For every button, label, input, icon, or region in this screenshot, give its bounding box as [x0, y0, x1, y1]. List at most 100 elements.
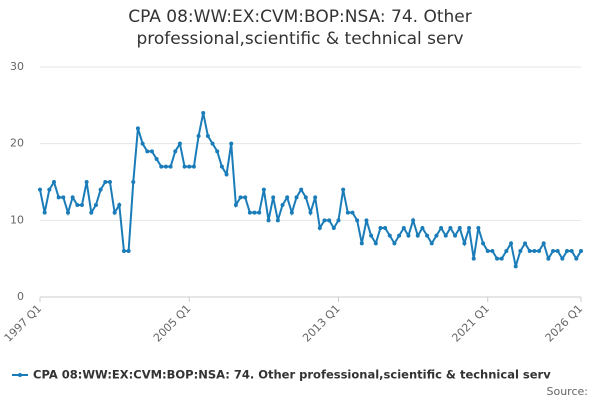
point	[476, 226, 481, 230]
legend-marker	[18, 373, 22, 377]
point	[350, 210, 355, 215]
point	[238, 195, 243, 200]
point	[355, 218, 360, 223]
point	[518, 249, 523, 253]
y-tick-label: 10	[10, 213, 24, 226]
point	[560, 256, 565, 261]
point	[117, 203, 122, 207]
point	[196, 134, 201, 138]
point	[373, 241, 378, 246]
point	[387, 233, 392, 238]
point	[173, 149, 178, 154]
y-tick-label: 30	[10, 60, 24, 73]
point	[84, 180, 89, 184]
point	[51, 180, 56, 184]
x-tick-label: 2021 Q1	[449, 302, 492, 345]
point	[103, 180, 108, 184]
line	[39, 112, 582, 267]
point	[425, 233, 430, 238]
point	[359, 241, 364, 246]
point	[233, 203, 238, 207]
point	[47, 187, 52, 192]
point	[79, 203, 84, 207]
x-tick-label: 2013 Q1	[300, 302, 343, 345]
point	[98, 187, 103, 192]
point	[247, 210, 252, 215]
point	[415, 233, 420, 238]
point	[537, 249, 542, 253]
chart-title: CPA 08:WW:EX:CVM:BOP:NSA: 74. Other prof…	[128, 7, 472, 49]
point	[294, 195, 299, 200]
point	[219, 164, 224, 169]
point	[420, 226, 425, 230]
point	[523, 241, 528, 246]
point	[406, 233, 411, 238]
point	[471, 256, 476, 261]
point	[341, 187, 346, 192]
point	[504, 249, 509, 253]
point	[126, 249, 131, 253]
point	[574, 256, 579, 261]
point	[70, 195, 75, 200]
point	[205, 134, 210, 138]
point	[481, 241, 486, 246]
point	[215, 149, 220, 154]
point	[579, 249, 583, 253]
point	[495, 256, 500, 261]
point	[289, 210, 294, 215]
point	[107, 180, 112, 184]
point	[131, 180, 136, 184]
point	[527, 249, 532, 253]
point	[112, 210, 117, 215]
point	[429, 241, 434, 246]
point	[121, 249, 126, 253]
point	[457, 226, 462, 230]
point	[280, 203, 285, 207]
point	[569, 249, 574, 253]
point	[509, 241, 514, 246]
point	[61, 195, 66, 200]
point	[401, 226, 406, 230]
point	[229, 141, 234, 146]
point	[75, 203, 80, 207]
point	[252, 210, 257, 215]
point	[210, 141, 215, 146]
point	[149, 149, 154, 154]
point	[327, 218, 332, 223]
point	[275, 218, 280, 223]
point	[224, 172, 229, 177]
point	[551, 249, 556, 253]
point	[201, 111, 206, 115]
point	[392, 241, 397, 246]
point	[485, 249, 490, 253]
point	[89, 210, 94, 215]
point	[243, 195, 248, 200]
point	[513, 264, 518, 269]
point	[271, 195, 276, 200]
point	[546, 256, 551, 261]
point	[154, 157, 159, 161]
point	[187, 164, 192, 169]
point	[453, 233, 458, 238]
point	[331, 226, 336, 230]
point	[317, 226, 322, 230]
point	[308, 210, 313, 215]
x-tick-label: 2005 Q1	[151, 302, 194, 345]
point	[261, 187, 266, 192]
y-tick-label: 20	[10, 137, 24, 150]
point	[336, 218, 341, 223]
point	[299, 187, 304, 192]
point	[397, 233, 402, 238]
point	[383, 226, 388, 230]
point	[364, 218, 369, 223]
point	[532, 249, 537, 253]
point	[490, 249, 495, 253]
point	[369, 233, 374, 238]
point	[140, 141, 145, 146]
point	[159, 164, 164, 169]
point	[448, 226, 453, 230]
source: Source:	[547, 385, 589, 398]
point	[467, 226, 472, 230]
